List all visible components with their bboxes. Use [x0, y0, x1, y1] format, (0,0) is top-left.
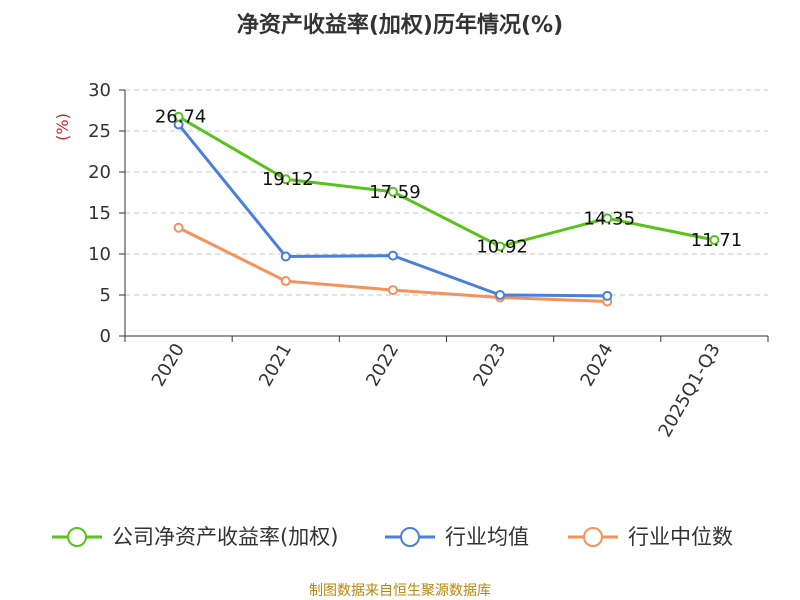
data-label: 10.92 — [476, 236, 528, 257]
data-label: 14.35 — [583, 208, 635, 229]
data-source-note: 制图数据来自恒生聚源数据库 — [309, 583, 491, 599]
chart-title: 净资产收益率(加权)历年情况(%) — [237, 12, 563, 38]
y-axis-unit-label: (%) — [53, 113, 72, 141]
legend: 公司净资产收益率(加权) 行业均值 行业中位数 — [52, 525, 733, 549]
data-point-0 — [602, 213, 613, 224]
series-line-0 — [177, 115, 715, 248]
data-point-2 — [280, 276, 291, 287]
y-tick-label: 10 — [88, 244, 111, 265]
series-layer — [173, 111, 720, 307]
data-point-0 — [173, 111, 184, 122]
data-point-2 — [387, 285, 398, 296]
x-tick-label: 2021 — [255, 340, 296, 390]
data-point-0 — [495, 241, 506, 252]
x-tick-label: 2024 — [576, 340, 617, 390]
data-point-0 — [387, 186, 398, 197]
legend-label: 行业中位数 — [628, 525, 733, 549]
y-tick-label: 25 — [88, 121, 111, 142]
y-tick-label: 0 — [100, 326, 111, 347]
data-point-0 — [280, 174, 291, 185]
legend-swatch-marker — [67, 527, 87, 547]
data-point-2 — [173, 222, 184, 233]
x-tick-label: 2020 — [148, 340, 189, 390]
data-point-1 — [602, 290, 613, 301]
y-tick-label: 20 — [88, 162, 111, 183]
grid-lines — [125, 89, 768, 296]
axes: 0 5 10 15 20 25 30 2020 2021 2022 2023 2024 2025Q1-Q… — [88, 80, 769, 441]
legend-swatch-marker — [400, 527, 420, 547]
data-point-1 — [387, 250, 398, 261]
legend-label: 公司净资产收益率(加权) — [112, 525, 338, 549]
data-labels: 26.74 19.12 17.59 10.92 14.35 11.71 — [155, 107, 742, 258]
x-tick-label: 2025Q1-Q3 — [654, 340, 724, 441]
legend-swatch-marker — [583, 527, 603, 547]
data-label: 11.71 — [691, 230, 743, 251]
legend-label: 行业均值 — [445, 525, 529, 549]
y-tick-label: 5 — [100, 285, 111, 306]
data-label: 26.74 — [155, 107, 207, 128]
x-tick-label: 2023 — [469, 340, 510, 390]
data-point-1 — [495, 290, 506, 300]
series-line-1 — [177, 123, 608, 298]
data-point-1 — [280, 251, 291, 262]
y-tick-label: 30 — [88, 80, 111, 101]
data-label: 17.59 — [369, 182, 421, 203]
data-label: 19.12 — [262, 169, 314, 190]
data-point-0 — [709, 234, 720, 245]
x-tick-label: 2022 — [362, 340, 403, 390]
y-tick-label: 15 — [88, 203, 111, 224]
